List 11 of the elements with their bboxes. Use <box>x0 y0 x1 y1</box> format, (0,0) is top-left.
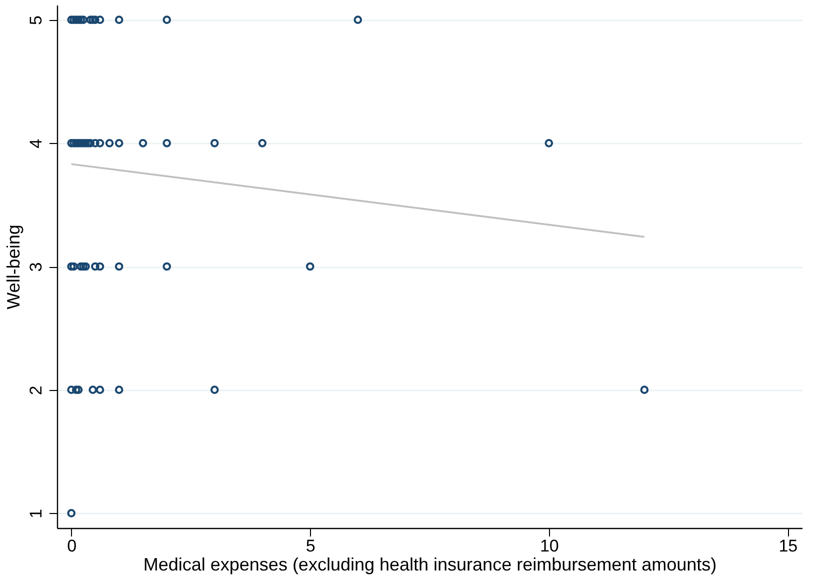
x-tick-label: 10 <box>540 536 559 556</box>
x-tick-label: 5 <box>306 536 316 556</box>
y-tick-label: 4 <box>26 138 46 148</box>
x-tick-label: 0 <box>67 536 77 556</box>
x-tick-label: 15 <box>778 536 798 556</box>
x-axis-title: Medical expenses (excluding health insurance reimbursement amounts) <box>143 554 717 574</box>
y-tick-label: 3 <box>26 262 46 272</box>
y-tick-label: 1 <box>26 508 46 518</box>
y-tick-label: 5 <box>26 16 46 26</box>
y-tick-label: 2 <box>26 386 46 396</box>
y-axis-title: Well-being <box>4 224 24 310</box>
